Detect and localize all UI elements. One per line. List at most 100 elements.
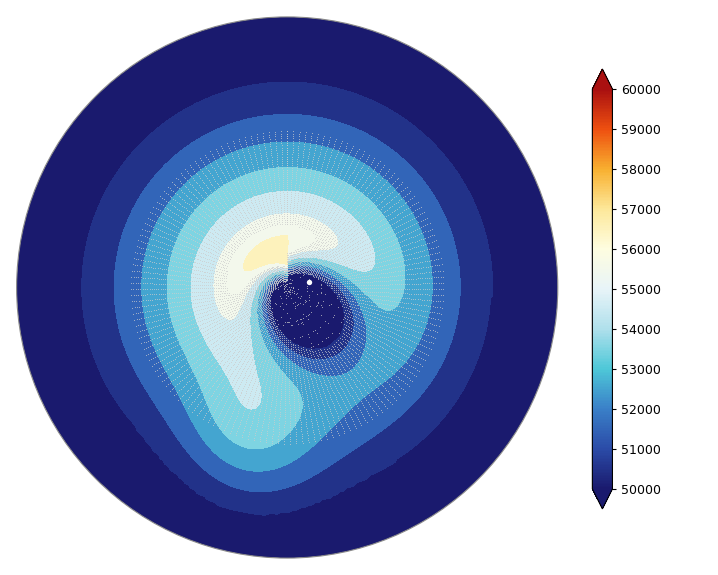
Point: [130, 278, 141, 288]
Point: [267, 284, 279, 293]
Point: [346, 297, 358, 306]
Point: [389, 212, 401, 221]
Point: [234, 363, 246, 372]
Point: [177, 314, 188, 323]
Point: [210, 357, 221, 366]
Point: [138, 301, 149, 310]
Point: [306, 224, 317, 233]
Point: [418, 301, 429, 310]
Point: [378, 400, 390, 409]
Point: [325, 277, 336, 286]
Point: [346, 224, 358, 233]
Point: [208, 305, 219, 314]
Point: [318, 155, 330, 164]
Point: [312, 259, 323, 269]
Point: [378, 339, 390, 348]
Point: [281, 270, 292, 279]
Point: [370, 344, 381, 353]
Point: [265, 215, 276, 224]
Point: [289, 416, 301, 425]
Point: [347, 404, 358, 413]
Point: [332, 288, 343, 297]
Point: [144, 214, 155, 223]
Point: [340, 143, 351, 152]
Point: [416, 252, 427, 261]
Point: [342, 200, 354, 209]
Point: [281, 283, 293, 292]
Point: [166, 185, 177, 194]
Point: [345, 245, 356, 254]
Point: [262, 311, 274, 320]
Point: [304, 262, 315, 271]
Point: [412, 333, 424, 342]
Point: [393, 289, 404, 298]
Point: [226, 331, 238, 340]
Point: [334, 269, 345, 278]
Point: [230, 236, 241, 245]
Point: [151, 274, 162, 283]
Point: [300, 261, 312, 270]
Point: [280, 265, 292, 274]
Point: [251, 218, 263, 227]
Point: [270, 363, 281, 373]
Point: [182, 264, 194, 273]
Point: [241, 141, 253, 151]
Point: [405, 299, 416, 308]
Point: [301, 214, 312, 223]
Point: [281, 190, 293, 199]
Point: [304, 267, 315, 277]
Point: [348, 141, 359, 151]
Point: [264, 278, 276, 287]
Point: [254, 274, 266, 283]
Point: [386, 338, 397, 347]
Point: [164, 363, 176, 373]
Point: [146, 328, 158, 338]
Point: [256, 273, 268, 282]
Point: [298, 247, 309, 256]
Point: [185, 288, 196, 297]
Point: [260, 285, 271, 294]
Point: [192, 224, 203, 233]
Point: [236, 230, 248, 239]
Point: [154, 225, 165, 235]
Point: [345, 238, 356, 247]
Point: [142, 273, 154, 282]
Point: [181, 260, 192, 269]
Point: [145, 348, 157, 357]
Point: [401, 308, 413, 317]
Point: [211, 355, 223, 365]
Point: [333, 370, 345, 380]
Point: [158, 270, 169, 279]
Point: [339, 197, 350, 206]
Point: [316, 227, 327, 236]
Point: [186, 244, 197, 254]
Point: [268, 274, 279, 283]
Point: [177, 275, 188, 285]
Point: [315, 143, 327, 152]
Point: [307, 155, 319, 164]
Point: [289, 214, 301, 223]
Point: [323, 258, 335, 267]
Point: [253, 305, 264, 314]
Point: [254, 319, 266, 328]
Point: [334, 189, 345, 198]
Point: [369, 298, 381, 307]
Point: [297, 203, 309, 212]
Point: [335, 275, 347, 284]
Point: [286, 260, 297, 269]
Point: [358, 233, 369, 242]
Point: [317, 275, 328, 284]
Point: [325, 261, 337, 270]
Point: [167, 312, 179, 321]
Point: [329, 170, 340, 179]
Point: [251, 158, 263, 167]
Point: [292, 155, 303, 164]
Point: [285, 186, 297, 195]
Point: [271, 281, 282, 290]
Point: [213, 203, 224, 212]
Point: [320, 370, 331, 379]
Point: [182, 223, 194, 232]
Point: [130, 254, 141, 263]
Point: [295, 254, 307, 263]
Point: [332, 361, 343, 370]
